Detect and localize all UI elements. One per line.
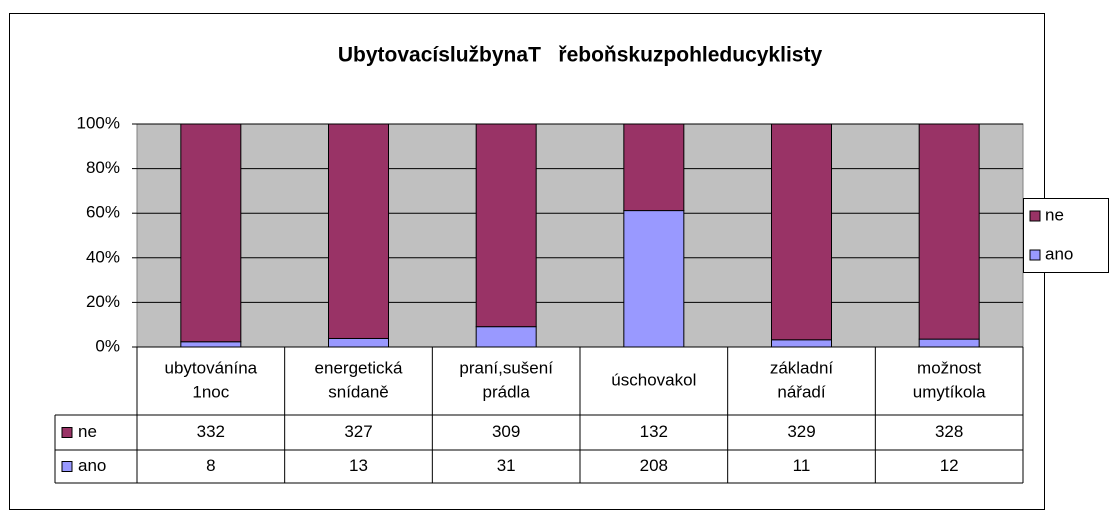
table-legend-key [61, 427, 73, 438]
table-value: 11 [793, 456, 811, 475]
chart-title: UbytovacíslužbynaT řeboňskuzpohleducykli… [338, 44, 823, 67]
table-value: 328 [935, 422, 963, 441]
bar-segment [475, 123, 537, 328]
bar-segment [918, 338, 980, 348]
category-label: snídaně [328, 382, 389, 401]
y-tick-label: 60% [86, 203, 120, 222]
table-value: 329 [787, 422, 815, 441]
table-value: 327 [344, 422, 372, 441]
bar-segment [328, 123, 389, 339]
y-tick-label: 0% [95, 336, 120, 355]
category-label: umytíkola [913, 382, 986, 401]
legend-key [1029, 249, 1041, 261]
bar-segment [180, 341, 242, 348]
category-label: ubytovánína [165, 358, 258, 377]
table-value: 31 [497, 456, 516, 475]
y-tick-label: 40% [86, 247, 120, 266]
table-value: 13 [349, 456, 368, 475]
category-label: energetická [315, 358, 403, 377]
y-tick-label: 100% [77, 113, 120, 132]
category-label: možnost [917, 358, 982, 377]
table-legend-key [61, 461, 73, 472]
table-series-name: ne [78, 422, 97, 441]
y-tick-label: 20% [86, 292, 120, 311]
category-label: 1noc [192, 382, 229, 401]
table-value: 132 [640, 422, 668, 441]
y-tick-label: 80% [86, 158, 120, 177]
category-label: úschovakol [611, 370, 696, 389]
bar-segment [623, 123, 685, 212]
table-value: 332 [197, 422, 225, 441]
table-value: 208 [640, 456, 668, 475]
legend-label: ano [1045, 244, 1073, 263]
table-series-name: ano [78, 456, 106, 475]
bar-segment [771, 339, 832, 348]
category-label: prádla [483, 382, 531, 401]
bar-segment [771, 123, 832, 341]
plot-area [136, 123, 1024, 348]
category-label: základní [770, 358, 834, 377]
bar-segment [918, 123, 980, 340]
legend-label: ne [1045, 205, 1064, 224]
bar-segment [328, 337, 389, 348]
bar-segment [623, 210, 685, 348]
bar-segment [475, 326, 537, 348]
category-label: praní,sušení [459, 358, 553, 377]
table-value: 8 [206, 456, 215, 475]
bar-segment [180, 123, 242, 343]
legend-key [1029, 210, 1041, 222]
table-value: 309 [492, 422, 520, 441]
category-label: nářadí [777, 382, 825, 401]
table-value: 12 [940, 456, 959, 475]
